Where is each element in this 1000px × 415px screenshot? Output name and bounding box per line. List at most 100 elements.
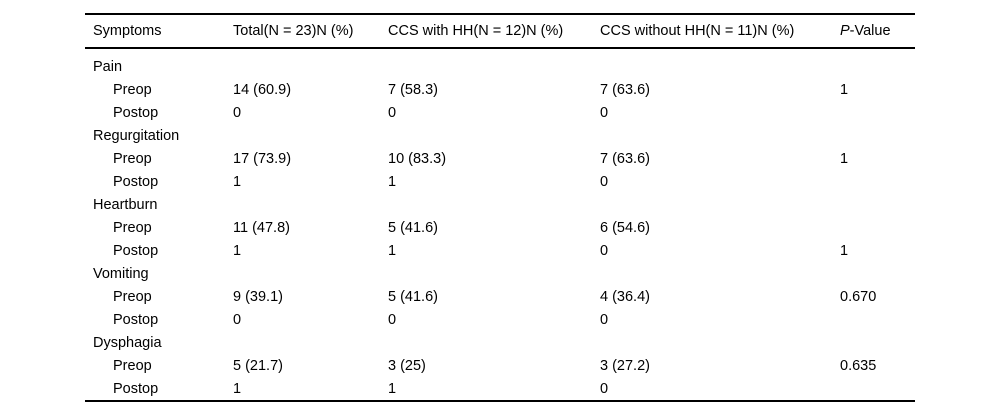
symptoms-table: Symptoms Total(N = 23)N (%) CCS with HH(… [85, 13, 915, 402]
ccs-with-hh-cell [388, 124, 600, 147]
p-value-cell: 1 [840, 150, 849, 167]
pvalue-italic-p: P [840, 23, 850, 39]
p-value-cell [840, 377, 915, 401]
ccs-without-hh-cell [600, 193, 840, 216]
symptom-label-cell: Preop [113, 219, 152, 236]
total-cell [233, 193, 388, 216]
symptom-label-cell: Postop [113, 380, 159, 397]
total-cell: 1 [233, 173, 242, 190]
symptom-label-cell: Dysphagia [93, 334, 162, 351]
p-value-cell: 1 [840, 242, 849, 259]
ccs-without-hh-cell [600, 48, 840, 78]
ccs-with-hh-cell [388, 48, 600, 78]
symptom-label-cell: Heartburn [93, 196, 158, 213]
ccs-without-hh-cell: 3 (27.2) [600, 357, 650, 374]
col-header-ccs-without-hh: CCS without HH(N = 11)N (%) [600, 14, 840, 49]
table-row: Preop 14 (60.9) 7 (58.3) 7 (63.6) 1 [85, 78, 915, 101]
table-row: Preop 9 (39.1) 5 (41.6) 4 (36.4) 0.670 [85, 285, 915, 308]
total-cell: 17 (73.9) [233, 150, 292, 167]
ccs-with-hh-cell: 5 (41.6) [388, 288, 438, 305]
table-row: Preop 11 (47.8) 5 (41.6) 6 (54.6) [85, 216, 915, 239]
ccs-with-hh-cell: 10 (83.3) [388, 150, 447, 167]
p-value-cell: 1 [840, 81, 849, 98]
total-cell: 1 [233, 380, 242, 397]
table-row: Preop 17 (73.9) 10 (83.3) 7 (63.6) 1 [85, 147, 915, 170]
col-header-symptoms: Symptoms [85, 14, 233, 49]
table-row: Postop 0 0 0 [85, 101, 915, 124]
ccs-without-hh-cell: 7 (63.6) [600, 81, 650, 98]
ccs-without-hh-cell [600, 262, 840, 285]
total-cell: 5 (21.7) [233, 357, 283, 374]
col-header-pvalue: P-Value [840, 14, 915, 49]
ccs-with-hh-cell [388, 262, 600, 285]
total-cell: 11 (47.8) [233, 219, 290, 236]
symptom-label-cell: Postop [113, 173, 159, 190]
ccs-without-hh-cell: 0 [600, 104, 609, 121]
total-cell: 1 [233, 242, 242, 259]
ccs-with-hh-cell: 3 (25) [388, 357, 426, 374]
ccs-with-hh-cell [388, 331, 600, 354]
symptom-label-cell: Preop [113, 357, 152, 374]
pvalue-rest: -Value [849, 23, 891, 39]
ccs-with-hh-cell: 0 [388, 311, 397, 328]
total-cell: 0 [233, 104, 242, 121]
col-header-ccs-with-hh: CCS with HH(N = 12)N (%) [388, 14, 600, 49]
p-value-cell [840, 101, 915, 124]
total-cell [233, 48, 388, 78]
total-cell: 0 [233, 311, 242, 328]
total-cell [233, 331, 388, 354]
p-value-cell [840, 216, 915, 239]
table-row: Dysphagia [85, 331, 915, 354]
table-row: Postop 1 1 0 [85, 170, 915, 193]
ccs-with-hh-cell [388, 193, 600, 216]
total-cell: 14 (60.9) [233, 81, 292, 98]
table-row: Postop 1 1 0 [85, 377, 915, 401]
ccs-without-hh-cell: 4 (36.4) [600, 288, 650, 305]
ccs-without-hh-cell [600, 124, 840, 147]
ccs-with-hh-cell: 0 [388, 104, 397, 121]
symptom-label-cell: Preop [113, 150, 152, 167]
symptom-label-cell: Regurgitation [93, 127, 180, 144]
total-cell [233, 262, 388, 285]
ccs-without-hh-cell: 0 [600, 380, 609, 397]
ccs-without-hh-cell: 0 [600, 242, 609, 259]
table-row: Postop 0 0 0 [85, 308, 915, 331]
ccs-with-hh-cell: 7 (58.3) [388, 81, 438, 98]
ccs-without-hh-cell: 0 [600, 173, 609, 190]
table-row: Preop 5 (21.7) 3 (25) 3 (27.2) 0.635 [85, 354, 915, 377]
table-row: Vomiting [85, 262, 915, 285]
symptom-label-cell: Vomiting [93, 265, 149, 282]
ccs-with-hh-cell: 1 [388, 173, 397, 190]
p-value-cell [840, 48, 915, 78]
table-row: Postop 1 1 0 1 [85, 239, 915, 262]
p-value-cell [840, 331, 915, 354]
table-row: Heartburn [85, 193, 915, 216]
table-row: Regurgitation [85, 124, 915, 147]
ccs-with-hh-cell: 5 (41.6) [388, 219, 438, 236]
symptom-label-cell: Pain [93, 58, 123, 75]
col-header-total: Total(N = 23)N (%) [233, 14, 388, 49]
p-value-cell [840, 170, 915, 193]
total-cell: 9 (39.1) [233, 288, 283, 305]
header-row: Symptoms Total(N = 23)N (%) CCS with HH(… [85, 14, 915, 49]
p-value-cell: 0.670 [840, 288, 877, 305]
p-value-cell [840, 124, 915, 147]
ccs-with-hh-cell: 1 [388, 242, 397, 259]
p-value-cell: 0.635 [840, 357, 877, 374]
symptom-label-cell: Postop [113, 104, 159, 121]
p-value-cell [840, 262, 915, 285]
symptom-label-cell: Preop [113, 288, 152, 305]
p-value-cell [840, 308, 915, 331]
p-value-cell [840, 193, 915, 216]
ccs-without-hh-cell [600, 331, 840, 354]
symptom-label-cell: Preop [113, 81, 152, 98]
ccs-without-hh-cell: 7 (63.6) [600, 150, 650, 167]
symptom-label-cell: Postop [113, 242, 159, 259]
ccs-without-hh-cell: 0 [600, 311, 609, 328]
symptom-label-cell: Postop [113, 311, 159, 328]
ccs-with-hh-cell: 1 [388, 380, 397, 397]
table-row: Pain [85, 48, 915, 78]
total-cell [233, 124, 388, 147]
ccs-without-hh-cell: 6 (54.6) [600, 219, 650, 236]
